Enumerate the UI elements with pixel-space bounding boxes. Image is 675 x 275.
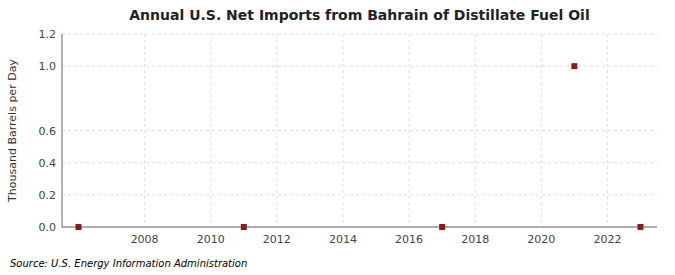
x-grid-line bbox=[210, 34, 211, 227]
y-tick-label: 0.0 bbox=[39, 221, 57, 234]
marks bbox=[76, 63, 644, 230]
chart-container: 2008 2010 2012 2014 2016 2018 2020 2022 0.0 0.2 0.… bbox=[0, 0, 675, 275]
y-axis-line bbox=[62, 34, 63, 227]
point bbox=[637, 224, 643, 230]
x-grid-line bbox=[342, 34, 343, 227]
x-grid-line bbox=[607, 34, 608, 227]
y-grid-line bbox=[62, 34, 657, 35]
x-tick-label: 2020 bbox=[527, 233, 555, 246]
chart-svg: 2008 2010 2012 2014 2016 2018 2020 2022 0.0 0.2 0.… bbox=[0, 0, 675, 275]
y-tick-label: 0.4 bbox=[39, 157, 57, 170]
x-tick-label: 2008 bbox=[131, 233, 159, 246]
x-tick-label: 2010 bbox=[197, 233, 225, 246]
source-note: Source: U.S. Energy Information Administ… bbox=[10, 258, 247, 269]
y-tick-label: 1.0 bbox=[39, 60, 57, 73]
y-grid-line bbox=[62, 227, 657, 228]
x-tick-label: 2012 bbox=[263, 233, 291, 246]
x-grid-line bbox=[409, 34, 410, 227]
point bbox=[76, 224, 82, 230]
x-tick-label: 2014 bbox=[329, 233, 357, 246]
x-grid-line bbox=[475, 34, 476, 227]
y-tick-label: 0.2 bbox=[39, 189, 57, 202]
x-tick-label: 2018 bbox=[461, 233, 489, 246]
y-grid-line bbox=[62, 130, 657, 131]
background bbox=[0, 0, 675, 275]
x-axis-line bbox=[62, 227, 657, 228]
x-grid-line bbox=[276, 34, 277, 227]
x-grid-line bbox=[541, 34, 542, 227]
y-grid-line bbox=[62, 66, 657, 67]
chart-title: Annual U.S. Net Imports from Bahrain of … bbox=[129, 7, 589, 23]
x-tick-label: 2016 bbox=[395, 233, 423, 246]
x-tick-label: 2022 bbox=[593, 233, 621, 246]
axes: 2008 2010 2012 2014 2016 2018 2020 2022 0.0 0.2 0.… bbox=[39, 28, 658, 246]
y-tick-label: 0.6 bbox=[39, 125, 57, 138]
point bbox=[241, 224, 247, 230]
point bbox=[439, 224, 445, 230]
y-tick-label: 1.2 bbox=[39, 28, 57, 41]
y-grid-line bbox=[62, 194, 657, 195]
y-grid-line bbox=[62, 162, 657, 163]
x-grid-line bbox=[144, 34, 145, 227]
grid bbox=[62, 34, 657, 227]
point bbox=[571, 63, 577, 69]
y-axis-label: Thousand Barrels per Day bbox=[6, 59, 19, 203]
